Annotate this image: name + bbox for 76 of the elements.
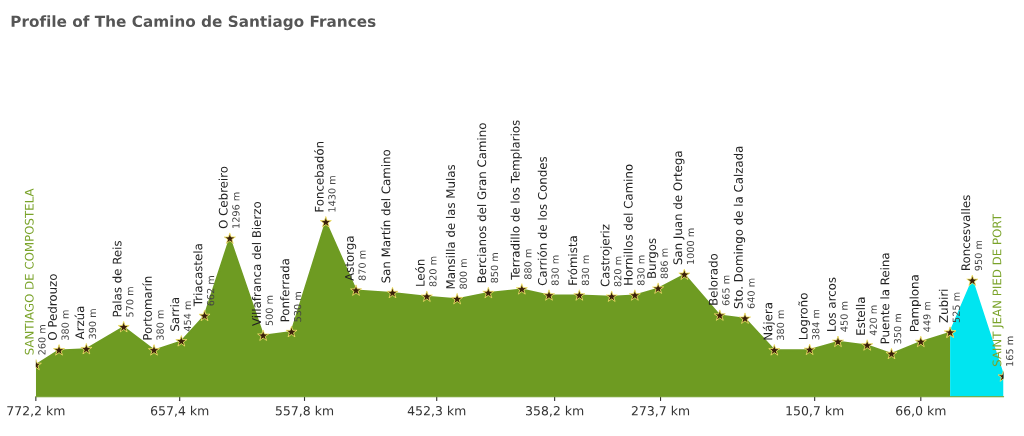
data-label: 880 m [524, 249, 532, 280]
data-label: 380 m [61, 310, 69, 340]
data-label: 380 m [156, 310, 164, 340]
annotation: O Cebreiro [218, 166, 228, 229]
data-label: 350 m [893, 314, 902, 344]
annotation: Los arcos [827, 277, 836, 331]
annotation: Pamplona [909, 275, 921, 332]
annotation: Portomarín [142, 276, 152, 340]
annotation: Sto. Domingo de la Calzada [733, 146, 746, 309]
data-label: 870 m [358, 250, 366, 281]
annotation: Palas de Reis [112, 240, 122, 317]
annotation: Terradillo de los Templarios [510, 120, 522, 280]
data-label: 662 m [206, 276, 215, 306]
annotation: Logroño [798, 293, 810, 340]
data-label: 886 m [660, 248, 668, 279]
data-label: 530 m [293, 292, 302, 322]
data-label: 820 m [429, 256, 437, 287]
annotation: Roncesvalles [961, 195, 971, 271]
x-tick-label: 657,4 km [150, 405, 209, 417]
annotation: Sarria [170, 298, 180, 331]
chart-title: Profile of The Camino de Santiago Frances [11, 15, 376, 31]
annotation: Arzúa [74, 306, 85, 340]
data-label: 260 m [38, 325, 46, 355]
annotation: SAINT JEAN PIED DE PORT [992, 214, 1004, 367]
data-label: 800 m [459, 259, 467, 289]
annotation: Villafranca del Bierzo [251, 201, 262, 326]
x-tick-label: 273,7 km [631, 405, 690, 417]
annotation: Nájera [762, 303, 775, 340]
annotation: Triacastela [193, 244, 203, 307]
annotation: Zubiri [938, 289, 949, 323]
data-label: 420 m [869, 305, 877, 336]
data-label: 850 m [490, 253, 499, 283]
data-label: 450 m [840, 301, 848, 332]
annotation: Bercianos del Gran Camino [477, 123, 487, 283]
data-label: 449 m [923, 301, 931, 332]
data-label: 640 m [747, 278, 755, 309]
x-tick-label: 452,3 km [407, 405, 466, 417]
annotation: Puente la Reina [880, 253, 890, 344]
annotation: León [415, 259, 425, 286]
data-label: 525 m [952, 292, 960, 323]
data-label: 830 m [637, 255, 645, 286]
data-label: 390 m [88, 309, 97, 339]
annotation: Foncebadón [314, 141, 324, 212]
data-label: 1000 m [686, 228, 695, 265]
data-label: 380 m [776, 310, 785, 340]
annotation: Mansilla de las Mulas [445, 164, 456, 289]
annotation: Hornillos del Camino [623, 164, 633, 285]
data-label: 820 m [614, 256, 622, 287]
data-label: 665 m [722, 275, 730, 306]
x-tick-label: 557,8 km [275, 405, 334, 417]
x-tick-label: 358,2 km [526, 405, 584, 417]
annotation: Estella [855, 297, 866, 335]
x-tick-label: 66,0 km [896, 405, 946, 417]
annotation: Burgos [647, 238, 659, 278]
annotation: San Martín del Camino [380, 149, 391, 283]
data-label: 950 m [974, 240, 983, 271]
data-label: 570 m [126, 287, 134, 317]
annotation: Astorga [345, 236, 357, 281]
data-label: 384 m [812, 309, 820, 340]
annotation: Ponferrada [280, 259, 290, 322]
data-label: 165 m [1005, 336, 1014, 366]
annotation: SANTIAGO DE COMPOSTELA [24, 188, 34, 355]
x-tick-label: 150,7 km [786, 405, 844, 417]
annotation: O Pedrouzo [47, 274, 57, 341]
annotation: Carrión de los Condes [537, 156, 547, 286]
annotation: San Juan de Ortega [673, 151, 685, 265]
annotation: Castrojeriz [600, 224, 612, 287]
data-label: 830 m [581, 255, 590, 286]
data-label: 1296 m [232, 192, 240, 228]
annotation: Belorado [708, 253, 718, 305]
x-tick-label: 772,2 km [7, 405, 65, 417]
data-label: 1430 m [328, 176, 336, 212]
data-label: 830 m [551, 255, 559, 286]
data-label: 500 m [265, 295, 273, 326]
annotation: Frómista [567, 236, 578, 285]
data-label: 454 m [183, 301, 192, 332]
